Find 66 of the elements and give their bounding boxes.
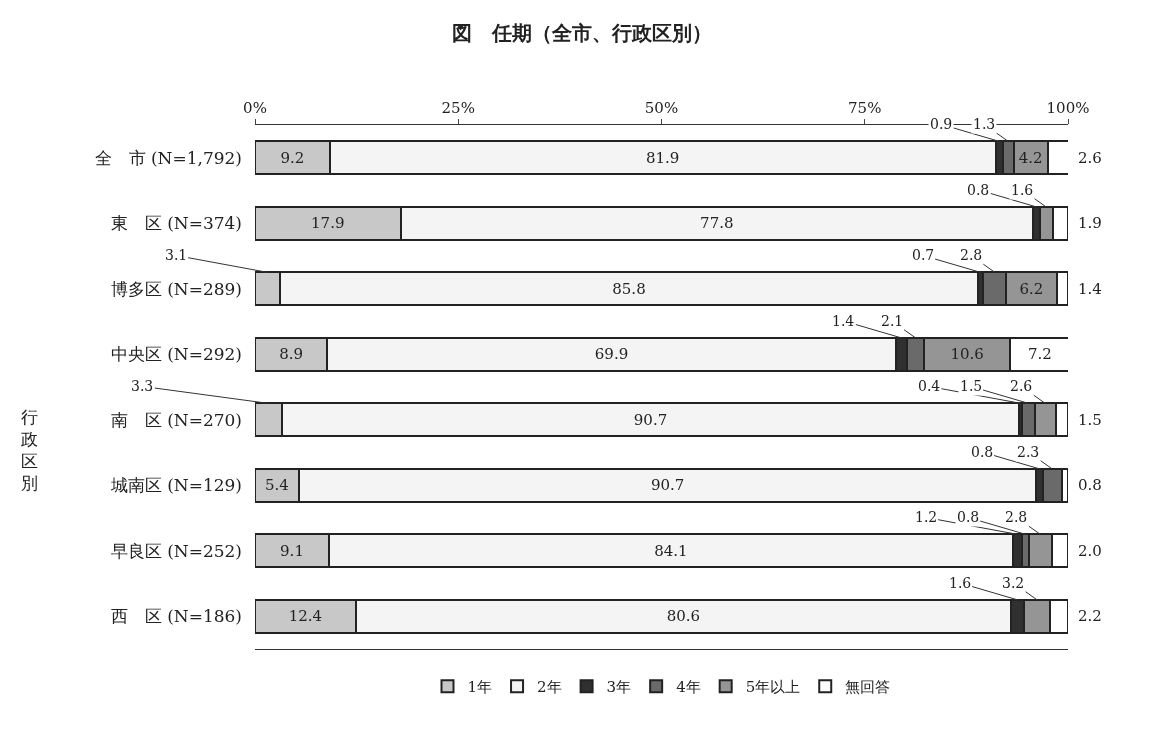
- data-label: 84.1: [654, 541, 688, 560]
- data-label: 80.6: [666, 607, 701, 626]
- data-label: 0.8: [957, 509, 980, 525]
- y-tick-label: 中央区 (N=292): [110, 344, 242, 365]
- data-label: 6.2: [1019, 279, 1044, 298]
- data-label: 90.7: [650, 476, 685, 495]
- legend-label: 3年: [606, 678, 632, 697]
- data-label: 77.8: [700, 214, 734, 233]
- data-label: 69.9: [594, 345, 629, 364]
- y-tick-label: 東 区 (N=374): [110, 213, 242, 234]
- data-label: 1.3: [973, 116, 996, 132]
- data-label: 3.2: [1002, 575, 1025, 591]
- data-label: 0.9: [930, 116, 953, 132]
- data-label: 90.7: [633, 410, 668, 429]
- x-tick-label: 75%: [848, 99, 882, 117]
- data-label: 0.8: [971, 444, 994, 460]
- y-tick-label: 西 区 (N=186): [110, 606, 242, 627]
- data-label: 2.3: [1017, 444, 1040, 460]
- data-label: 1.4: [1078, 280, 1102, 298]
- data-label: 9.1: [280, 541, 304, 560]
- data-label: 3.1: [165, 247, 188, 263]
- y-tick-label: 南 区 (N=270): [110, 409, 242, 430]
- y-tick-label: 城南区 (N=129): [109, 475, 242, 496]
- data-label: 0.8: [1078, 476, 1102, 494]
- data-label: 17.9: [311, 214, 345, 233]
- data-label: 1.4: [832, 313, 855, 329]
- data-label: 0.8: [967, 182, 990, 198]
- x-tick-label: 100%: [1046, 99, 1090, 117]
- x-tick-label: 0%: [243, 99, 267, 117]
- legend-label: 4年: [676, 678, 701, 697]
- data-label: 2.0: [1078, 542, 1102, 560]
- data-label: 2.6: [1078, 149, 1102, 167]
- x-tick-label: 25%: [441, 99, 475, 117]
- data-label: 5.4: [265, 476, 289, 495]
- data-label: 0.4: [918, 378, 941, 394]
- data-label: 85.8: [612, 279, 646, 298]
- data-label: 4.2: [1018, 148, 1043, 167]
- data-label: 3.3: [131, 378, 154, 394]
- data-label: 10.6: [950, 345, 984, 364]
- data-label: 1.6: [1011, 182, 1034, 198]
- data-label: 2.8: [960, 247, 983, 263]
- data-label: 2.6: [1010, 378, 1033, 394]
- x-tick-label: 50%: [644, 99, 679, 117]
- data-label: 81.9: [646, 148, 680, 167]
- chart-title: 図 任期（全市、行政区別）: [451, 20, 712, 45]
- legend-label: 2年: [537, 678, 562, 697]
- data-label: 2.1: [881, 313, 904, 329]
- data-label: 1.5: [1078, 411, 1102, 429]
- y-tick-label: 早良区 (N=252): [110, 540, 242, 561]
- text: 行政区別: [21, 407, 38, 494]
- data-label: 12.4: [288, 607, 323, 626]
- data-label: 0.7: [912, 247, 935, 263]
- data-label: 2.2: [1078, 607, 1102, 625]
- y-tick-label: 博多区 (N=289): [110, 278, 242, 299]
- legend-label: 無回答: [845, 678, 891, 697]
- data-label: 1.5: [960, 378, 983, 394]
- data-label: 1.9: [1078, 214, 1102, 232]
- legend-label: 1年: [467, 678, 493, 697]
- data-label: 1.6: [949, 575, 972, 591]
- legend-label: 5年以上: [745, 678, 801, 697]
- data-label: 1.2: [915, 509, 938, 525]
- y-tick-label: 全 市 (N=1,792): [94, 147, 242, 168]
- data-label: 8.9: [279, 345, 304, 364]
- data-label: 7.2: [1028, 345, 1052, 363]
- data-label: 2.8: [1005, 509, 1028, 525]
- data-label: 9.2: [280, 148, 305, 167]
